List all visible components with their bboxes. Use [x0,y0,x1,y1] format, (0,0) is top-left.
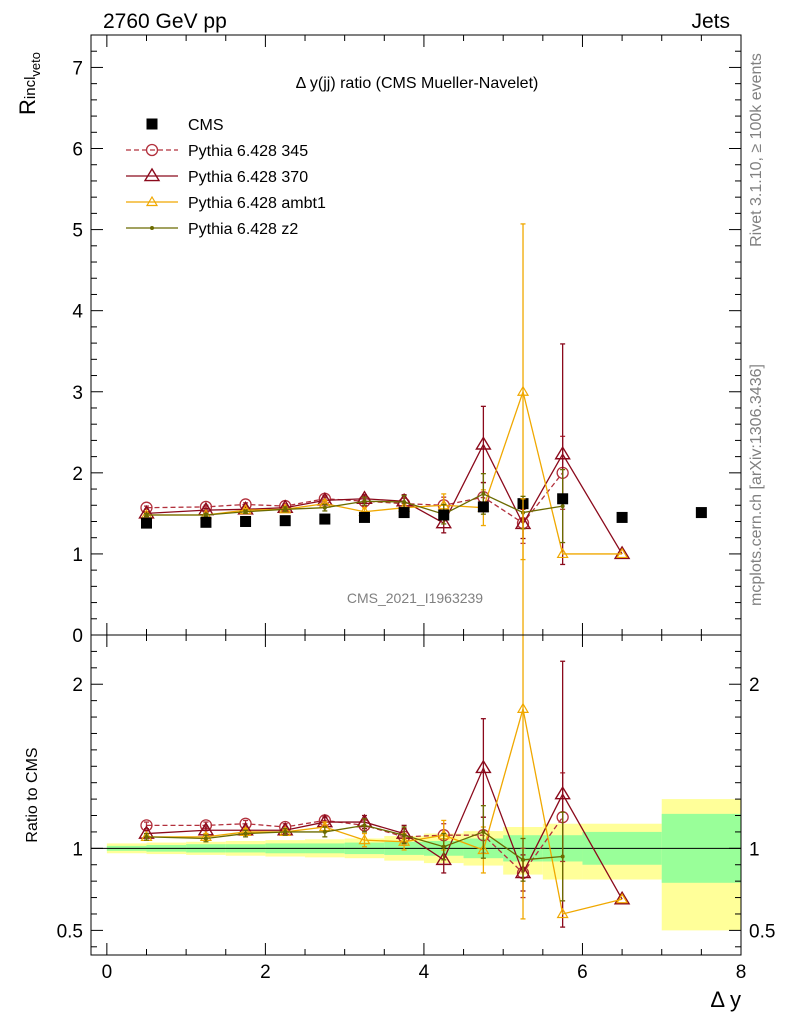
svg-text:Rinclveto: Rinclveto [15,52,43,115]
chart-title: Δ y(jj) ratio (CMS Mueller-Navelet) [296,75,539,92]
legend-marker [145,195,159,207]
ratio-z2-marker [144,834,149,839]
main-z2-marker [322,505,327,510]
ratio-panel-frame [90,634,742,956]
ratio-z2-marker [402,833,407,838]
legend-label: Pythia 6.428 370 [188,169,308,186]
ratio-z2-marker [203,836,208,841]
main-p370-marker [554,445,571,460]
main-y-tick-label: 2 [72,464,83,485]
ratio-ambt1-marker [358,833,371,845]
main-y-tick-label: 7 [72,58,83,79]
ratio-y-tick-label-left: 0.5 [57,921,83,942]
legend-marker [145,143,159,157]
cms-data-point [240,515,252,527]
y-axis-title-main-sup: incl [22,77,39,100]
ratio-z2-marker [243,831,248,836]
main-p370-marker [475,436,492,450]
main-y-tick-label: 0 [72,626,83,647]
main-y-tick-label: 4 [72,302,83,323]
legend-marker [146,118,158,130]
main-p370-marker [613,545,631,560]
ratio-z2-marker [322,829,327,834]
header-energy-label: 2760 GeV pp [103,10,227,33]
main-z2-marker [362,499,367,504]
cms-data-point [200,516,212,528]
mcplots-credit-label: mcplots.cern.ch [arXiv:1306.3436] [748,364,765,606]
cms-data-point [319,513,331,525]
x-tick-label: 4 [419,962,430,983]
legend-marker [143,167,161,182]
main-z2-marker [283,507,288,512]
main-z2-marker [560,504,565,509]
main-panel: 0 1 2 3 4 5 6 7 Δ y(jj) ratio (CMS Mueller-Nave… [15,34,742,647]
main-y-tick-label: 6 [72,140,83,161]
ratio-p370-marker [613,890,631,905]
cms-data-point [438,509,450,521]
ratio-p370-marker [475,759,492,774]
ratio-z2-marker [481,829,486,834]
x-tick-label: 0 [102,962,113,983]
cms-data-point [140,517,152,529]
x-tick-label: 8 [736,962,747,983]
y-axis-title-main: Rinclveto [15,52,43,115]
ratio-y-tick-label-left: 1 [72,839,83,860]
y-axis-title-main-sub: veto [28,52,43,77]
cms-data-point [695,507,707,519]
cms-data-point [557,493,569,505]
main-z2-marker [243,509,248,514]
ratio-panel: 0 2 4 6 80.5 0.51 12 2 Ratio to CMS [24,498,775,983]
main-p370-marker [435,514,452,529]
y-axis-title-main-base: R [15,99,40,115]
ratio-p370-marker [554,785,571,800]
y-axis-title-ratio: Ratio to CMS [24,747,41,842]
ratio-z2-marker [283,829,288,834]
cms-data-point [398,507,410,519]
ratio-ambt1-marker [616,893,629,904]
main-z2-marker [203,513,208,517]
main-p370-series-line [146,443,623,555]
ratio-ambt1-series-line [146,708,623,915]
cms-data-point [477,501,489,513]
analysis-watermark: CMS_2021_I1963239 [347,590,483,606]
ratio-z2-marker [521,857,526,862]
header-process-label: Jets [691,10,730,33]
ratio-ambt1-marker [556,907,569,919]
legend-label: Pythia 6.428 ambt1 [188,195,326,212]
main-ambt1-marker [616,547,629,559]
ratio-y-tick-label-right: 0.5 [749,921,775,942]
legend-label: Pythia 6.428 z2 [188,221,298,238]
main-y-tick-label: 3 [72,383,83,404]
cms-data-point [616,511,628,523]
legend-marker [150,226,154,230]
legend: CMS Pythia 6.428 345 Pythia 6.428 370 Pythi… [126,117,326,238]
main-z2-marker [402,500,407,505]
ratio-ambt1-marker [516,702,530,713]
main-y-tick-label: 5 [72,221,83,242]
main-z2-marker [481,491,486,496]
ratio-z2-marker [362,823,367,828]
ratio-y-tick-label-right: 2 [749,675,760,696]
main-ambt1-marker [516,385,530,396]
main-ambt1-marker [556,547,569,559]
ratio-z2-marker [441,844,446,849]
x-axis-title: Δ y [710,987,741,1012]
ratio-p370-marker [435,851,452,866]
ratio-ambt1-marker [398,835,411,846]
ratio-z2-marker [560,854,565,859]
ratio-y-tick-label-right: 1 [749,839,760,860]
legend-label: CMS [188,117,224,134]
legend-label: Pythia 6.428 345 [188,143,308,160]
ratio-y-tick-label-left: 2 [72,675,83,696]
cms-data-point [279,515,291,527]
x-tick-label: 2 [260,962,271,983]
main-ambt1-series-line [146,389,623,555]
rivet-version-label: Rivet 3.1.10, ≥ 100k events [748,53,765,247]
x-tick-label: 6 [577,962,588,983]
cms-data-point [358,511,370,523]
main-z2-marker [144,513,149,517]
main-y-tick-label: 1 [72,545,83,566]
